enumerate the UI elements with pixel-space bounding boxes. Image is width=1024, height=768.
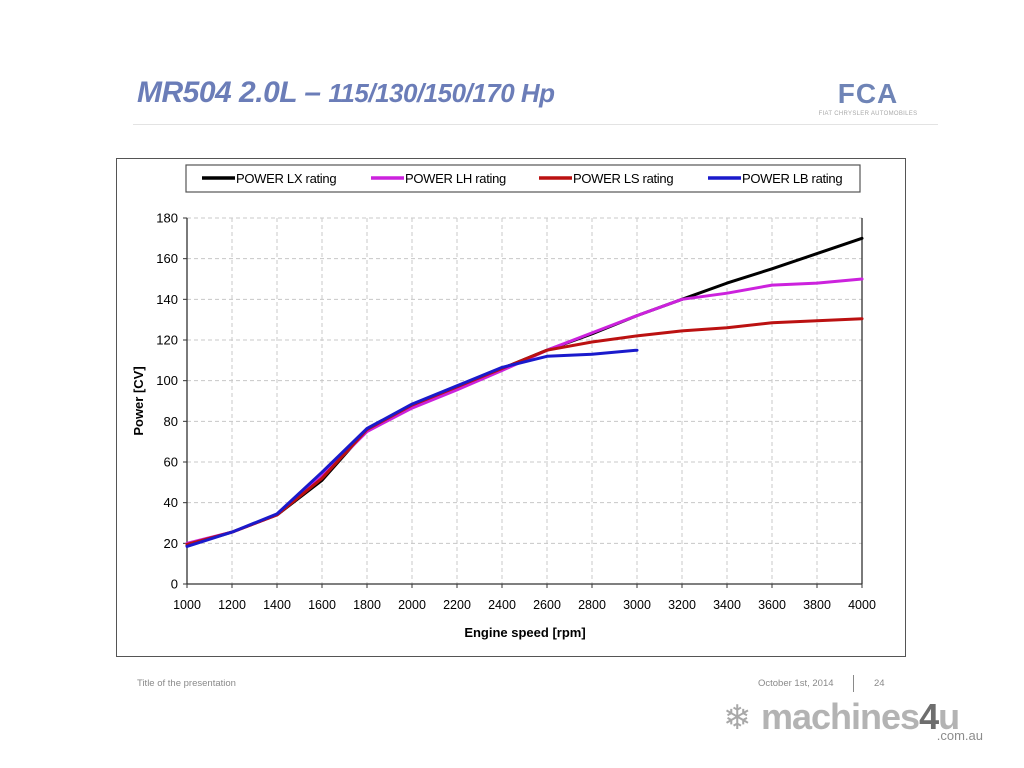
watermark-brand: machines4u: [761, 696, 960, 737]
chart-axes: 0 20 40 60 80 100 120 140 160 180 1000 1200 1400 1600…: [156, 211, 876, 613]
watermark-brand-suffix: u: [938, 696, 960, 737]
y-tick-label: 100: [156, 373, 178, 388]
x-tick-label: 1600: [308, 598, 336, 612]
footer-presentation-title: Title of the presentation: [137, 678, 236, 689]
x-tick-label: 2600: [533, 598, 561, 612]
series-line-power-lb-rating: [185, 348, 639, 548]
x-tick-label: 1200: [218, 598, 246, 612]
legend-label: POWER LB rating: [742, 171, 842, 186]
legend-label: POWER LS rating: [573, 171, 673, 186]
slide-title-main: MR504 2.0L –: [137, 76, 329, 109]
watermark-brand-text: machines: [761, 696, 920, 737]
footer-date: October 1st, 2014: [758, 678, 834, 689]
chart-frame: [116, 158, 906, 657]
series-line-power-ls-rating: [185, 317, 864, 546]
x-tick-label: 2000: [398, 598, 426, 612]
slide-title-sub: 115/130/150/170 Hp: [328, 78, 555, 108]
chart-legend: POWER LX rating POWER LH rating POWER LS r…: [185, 164, 861, 193]
y-tick-label: 20: [164, 536, 178, 551]
x-tick-label: 3200: [668, 598, 696, 612]
footer-separator: [853, 675, 854, 692]
x-tick-label: 2200: [443, 598, 471, 612]
watermark-domain: .com.au: [936, 728, 983, 743]
watermark-brand-digit: 4: [919, 696, 939, 737]
legend-label: POWER LH rating: [405, 171, 506, 186]
x-tick-label: 1800: [353, 598, 381, 612]
x-tick-label: 2400: [488, 598, 516, 612]
y-tick-label: 160: [156, 251, 178, 266]
y-tick-label: 120: [156, 333, 178, 348]
x-tick-label: 3400: [713, 598, 741, 612]
x-tick-label: 3600: [758, 598, 786, 612]
slide-title: MR504 2.0L – 115/130/150/170 Hp: [137, 76, 555, 110]
x-tick-label: 1400: [263, 598, 291, 612]
y-tick-label: 40: [164, 495, 178, 510]
y-axis-label: Power [CV]: [131, 366, 146, 435]
footer-page-number: 24: [874, 678, 885, 689]
machines4u-watermark: ❄ machines4u .com.au: [723, 698, 993, 748]
chart-series: [185, 236, 864, 548]
fca-logo: FCA FIAT CHRYSLER AUTOMOBILES: [818, 78, 918, 118]
fca-logo-subtitle: FIAT CHRYSLER AUTOMOBILES: [818, 111, 918, 117]
series-line-power-lx-rating: [185, 236, 864, 547]
x-tick-label: 1000: [173, 598, 201, 612]
fca-logo-mark: FCA: [837, 78, 899, 109]
x-tick-label: 3000: [623, 598, 651, 612]
y-tick-label: 140: [156, 292, 178, 307]
x-tick-label: 4000: [848, 598, 876, 612]
y-tick-label: 180: [156, 211, 178, 226]
legend-label: POWER LX rating: [236, 171, 336, 186]
x-tick-label: 2800: [578, 598, 606, 612]
title-divider: [133, 124, 938, 125]
x-tick-label: 3800: [803, 598, 831, 612]
legend-box: [185, 164, 861, 193]
snowflake-icon: ❄: [723, 699, 752, 737]
x-axis-label: Engine speed [rpm]: [464, 625, 585, 640]
y-tick-label: 0: [171, 577, 178, 592]
y-tick-label: 60: [164, 455, 178, 470]
y-tick-label: 80: [164, 414, 178, 429]
